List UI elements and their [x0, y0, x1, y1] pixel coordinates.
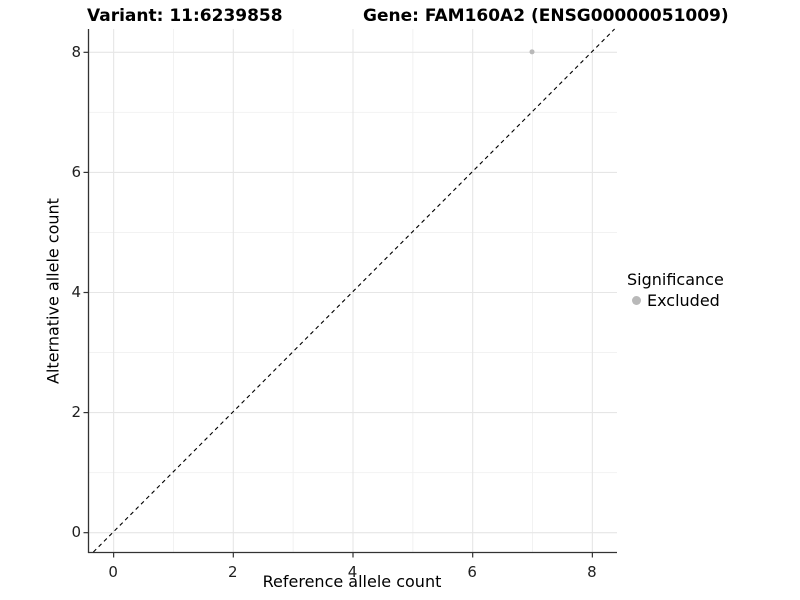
y-tick-label: 4: [71, 283, 81, 301]
x-tick-label: 4: [348, 563, 358, 581]
y-tick-label: 0: [71, 523, 81, 541]
legend-item-label: Excluded: [647, 290, 720, 310]
x-axis-title: Reference allele count: [262, 572, 442, 591]
y-tick-label: 2: [71, 403, 81, 421]
identity-line: [92, 28, 615, 553]
x-tick-label: 0: [108, 563, 118, 581]
x-tick-label: 8: [587, 563, 597, 581]
y-axis-title: Alternative allele count: [43, 198, 63, 384]
legend: Significance Excluded: [627, 270, 724, 310]
plot-title-gene: Gene: FAM160A2 (ENSG00000051009): [363, 6, 729, 26]
plot-title-variant: Variant: 11:6239858: [87, 6, 283, 26]
data-point: [529, 49, 535, 55]
legend-item: Excluded: [627, 290, 724, 310]
legend-point-icon: [632, 295, 641, 305]
y-tick-label: 6: [71, 163, 81, 181]
legend-title: Significance: [627, 270, 724, 289]
legend-items: Excluded: [627, 290, 724, 310]
x-tick-label: 6: [467, 563, 477, 581]
y-tick-label: 8: [71, 43, 81, 61]
x-tick-label: 2: [228, 563, 238, 581]
